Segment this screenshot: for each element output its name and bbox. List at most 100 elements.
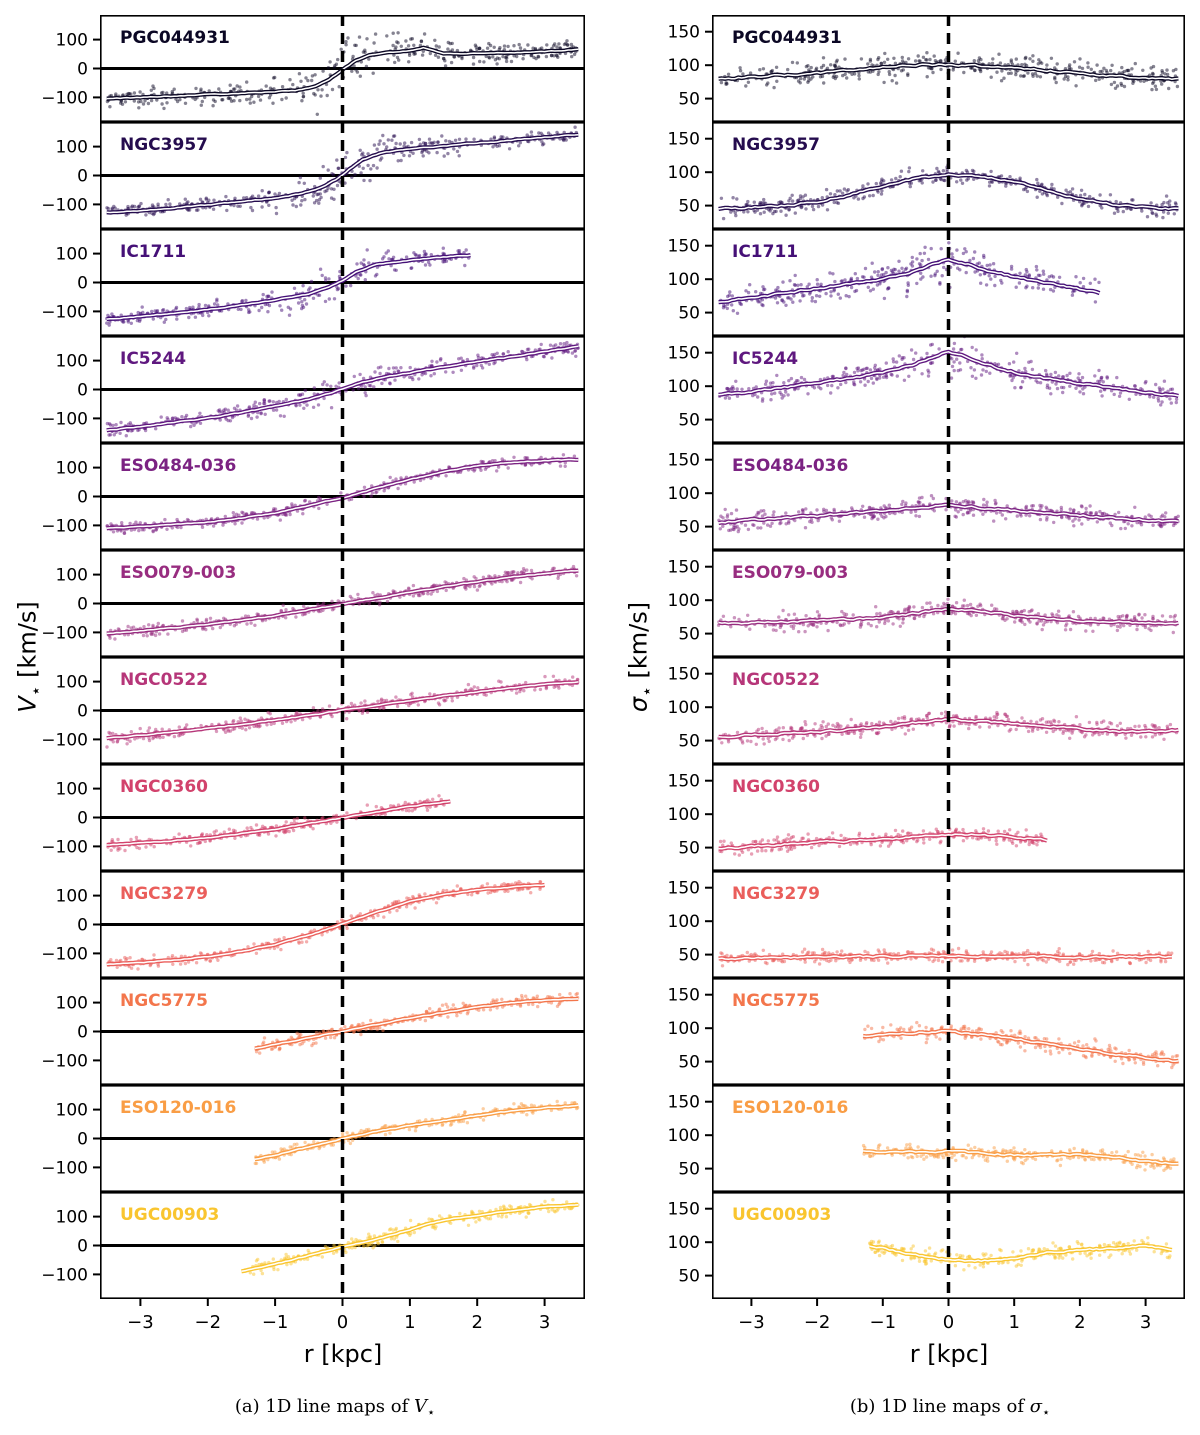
x-tick-label: 1: [404, 1312, 415, 1333]
y-tick-label: 50: [678, 1053, 700, 1073]
panel-border: [712, 550, 1185, 658]
y-tick-label: 100: [668, 484, 700, 504]
panel-border: [712, 336, 1185, 444]
panel-title: ESO484-036: [732, 456, 848, 476]
y-tick-label: 100: [56, 352, 88, 372]
mean-line: [718, 258, 1100, 303]
y-tick-label: 50: [678, 946, 700, 966]
x-tick-label: 3: [1140, 1312, 1151, 1333]
panel-plot-area: [100, 15, 585, 122]
y-tick-label: 150: [668, 1200, 700, 1220]
y-tick-label: 50: [678, 625, 700, 645]
y-tick-label: 150: [668, 879, 700, 899]
panel-plot-area: [100, 764, 585, 871]
panel-title: PGC044931: [732, 28, 842, 48]
mean-line-border: [718, 257, 1101, 305]
panel-border: [100, 978, 585, 1086]
x-tick-label: −2: [804, 1312, 831, 1333]
mean-line: [106, 345, 579, 432]
panel-sigma-ESO079-003: ESO079-003 50 100 150: [668, 550, 1185, 658]
panel-border: [100, 336, 585, 444]
y-tick-label: 100: [668, 163, 700, 183]
mean-line: [863, 1149, 1179, 1165]
mean-line: [718, 954, 1172, 961]
panel-plot-area: [717, 657, 1179, 764]
y-tick-label: 0: [77, 1023, 88, 1043]
panel-V-UGC00903: UGC00903 −100 0 100 −3 −2 −1 0 1 2 3: [41, 1192, 585, 1333]
x-axis-label-sigma: r [kpc]: [909, 1340, 989, 1368]
caption-b: (b) 1D line maps of σ⋆: [850, 1396, 1050, 1421]
panel-V-NGC0522: NGC0522 −100 0 100: [41, 657, 585, 765]
y-tick-label: 150: [668, 23, 700, 43]
panel-title: NGC0360: [732, 777, 820, 797]
caption-a-subscript: ⋆: [426, 1405, 436, 1421]
panel-sigma-NGC3957: NGC3957 50 100 150: [668, 122, 1185, 230]
ylabel-symbol: σ: [624, 696, 653, 713]
y-tick-label: −100: [41, 88, 88, 108]
ylabel-unit: [km/s]: [13, 601, 42, 686]
y-tick-label: 50: [678, 197, 700, 217]
y-tick-label: −100: [41, 302, 88, 322]
y-tick-label: −100: [41, 837, 88, 857]
mean-line: [106, 681, 579, 739]
y-tick-label: 50: [678, 411, 700, 431]
x-tick-label: −3: [127, 1312, 154, 1333]
panel-sigma-ESO484-036: ESO484-036 50 100 150: [668, 443, 1185, 551]
panel-border: [100, 657, 585, 765]
x-tick-label: 2: [1074, 1312, 1085, 1333]
x-tick-label: 0: [943, 1312, 954, 1333]
mean-line: [106, 884, 545, 966]
y-tick-label: 0: [77, 60, 88, 80]
panel-title: NGC5775: [732, 991, 820, 1011]
caption-a-symbol: V: [413, 1396, 427, 1417]
panel-plot-area: [862, 978, 1180, 1085]
panel-plot-area: [718, 229, 1101, 336]
panel-title: UGC00903: [120, 1205, 219, 1225]
panel-title: PGC044931: [120, 28, 230, 48]
y-tick-label: 0: [77, 916, 88, 936]
x-tick-label: −2: [195, 1312, 222, 1333]
y-tick-label: 100: [668, 56, 700, 76]
panel-title: ESO484-036: [120, 456, 236, 476]
y-tick-label: −100: [41, 944, 88, 964]
panel-border: [712, 1085, 1185, 1193]
panel-plot-area: [100, 550, 585, 657]
panel-border: [712, 122, 1185, 230]
scatter-points: [718, 163, 1179, 221]
y-tick-label: −100: [41, 1051, 88, 1071]
panel-border: [100, 550, 585, 658]
y-tick-label: 50: [678, 90, 700, 110]
panel-title: NGC3279: [120, 884, 208, 904]
y-tick-label: 150: [668, 986, 700, 1006]
panel-border: [712, 871, 1185, 979]
scatter-points: [716, 597, 1178, 635]
y-tick-label: 50: [678, 732, 700, 752]
panel-sigma-NGC5775: NGC5775 50 100 150: [668, 978, 1185, 1086]
mean-line: [718, 173, 1179, 210]
panel-sigma-IC5244: IC5244 50 100 150: [668, 336, 1185, 444]
panel-V-IC5244: IC5244 −100 0 100: [41, 336, 585, 444]
panel-title: IC1711: [120, 242, 186, 262]
y-tick-label: 50: [678, 1160, 700, 1180]
panel-plot-area: [717, 336, 1179, 443]
x-tick-label: 0: [337, 1312, 348, 1333]
y-tick-label: 100: [56, 459, 88, 479]
panel-title: ESO120-016: [732, 1098, 848, 1118]
panel-plot-area: [868, 1192, 1173, 1299]
y-tick-label: 150: [668, 344, 700, 364]
panel-plot-area: [718, 764, 1048, 871]
panel-border: [712, 443, 1185, 551]
y-tick-label: 100: [56, 31, 88, 51]
y-tick-label: −100: [41, 1158, 88, 1178]
panel-border: [100, 764, 585, 872]
y-tick-label: 50: [678, 839, 700, 859]
y-tick-label: 150: [668, 1093, 700, 1113]
panel-plot-area: [100, 336, 585, 443]
panel-V-PGC044931: PGC044931 −100 0 100: [41, 15, 585, 123]
panel-V-NGC3279: NGC3279 −100 0 100: [41, 871, 585, 979]
x-tick-label: −1: [870, 1312, 897, 1333]
panel-border: [712, 764, 1185, 872]
panel-title: NGC3957: [120, 135, 208, 155]
panel-plot-area: [716, 550, 1179, 657]
panel-V-IC1711: IC1711 −100 0 100: [41, 229, 585, 337]
